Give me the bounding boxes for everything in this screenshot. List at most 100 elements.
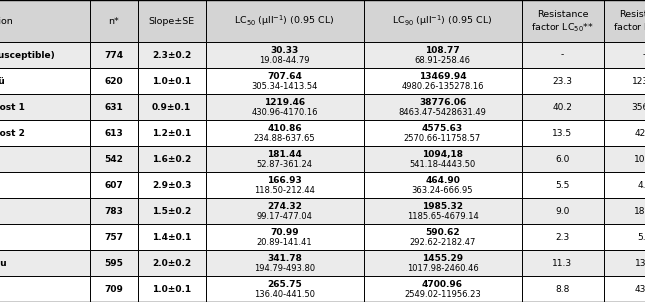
Bar: [522, 146, 604, 172]
Text: 595: 595: [104, 259, 123, 268]
Text: 274.32: 274.32: [267, 202, 302, 211]
Text: 1455.29: 1455.29: [422, 254, 463, 263]
Text: 613: 613: [104, 128, 123, 137]
Text: 356.5: 356.5: [631, 102, 645, 111]
Bar: [364, 172, 522, 198]
Text: Population: Population: [0, 17, 14, 25]
Bar: [206, 94, 364, 120]
Bar: [364, 68, 522, 94]
Text: LC$_{50}$ (μll$^{-1}$) (0.95 CL): LC$_{50}$ (μll$^{-1}$) (0.95 CL): [234, 14, 335, 28]
Text: 123.8: 123.8: [631, 76, 645, 85]
Bar: [522, 250, 604, 276]
Text: 707.64: 707.64: [267, 72, 302, 81]
Text: 4.3: 4.3: [637, 181, 645, 189]
Text: 70.99: 70.99: [270, 228, 299, 237]
Text: 1185.65-4679.14: 1185.65-4679.14: [406, 212, 479, 221]
Text: factor LC$_{50}$**: factor LC$_{50}$**: [531, 21, 594, 34]
Bar: [522, 172, 604, 198]
Text: 590.62: 590.62: [425, 228, 460, 237]
Text: 8463.47-5428631.49: 8463.47-5428631.49: [399, 108, 486, 117]
Bar: [137, 120, 206, 146]
Text: 52.87-361.24: 52.87-361.24: [257, 160, 312, 169]
Text: 43.2: 43.2: [635, 284, 645, 294]
Bar: [604, 120, 645, 146]
Bar: [206, 224, 364, 250]
Text: 40.2: 40.2: [553, 102, 573, 111]
Text: 2549.02-11956.23: 2549.02-11956.23: [404, 290, 481, 299]
Text: 464.90: 464.90: [425, 176, 460, 185]
Text: 410.86: 410.86: [267, 124, 302, 133]
Text: Gelendost 2: Gelendost 2: [0, 128, 25, 137]
Bar: [604, 68, 645, 94]
Text: 108.77: 108.77: [425, 46, 460, 55]
Text: 38776.06: 38776.06: [419, 98, 466, 107]
Bar: [0, 172, 90, 198]
Text: 1.0±0.1: 1.0±0.1: [152, 284, 191, 294]
Text: 10.1: 10.1: [635, 155, 645, 163]
Text: 4700.96: 4700.96: [422, 280, 463, 289]
Text: 194.79-493.80: 194.79-493.80: [254, 264, 315, 273]
Bar: [90, 276, 137, 302]
Text: 5.4: 5.4: [637, 233, 645, 242]
Bar: [90, 172, 137, 198]
Text: 4980.26-135278.16: 4980.26-135278.16: [401, 82, 484, 91]
Bar: [206, 42, 364, 68]
Bar: [364, 250, 522, 276]
Text: 620: 620: [104, 76, 123, 85]
Text: 18.3: 18.3: [635, 207, 645, 216]
Text: Resistance: Resistance: [537, 10, 588, 19]
Bar: [0, 42, 90, 68]
Text: 1.4±0.1: 1.4±0.1: [152, 233, 191, 242]
Bar: [137, 42, 206, 68]
Text: 11.3: 11.3: [552, 259, 573, 268]
Bar: [0, 224, 90, 250]
Text: 1.2±0.1: 1.2±0.1: [152, 128, 191, 137]
Text: Gelendost 1: Gelendost 1: [0, 102, 25, 111]
Bar: [0, 276, 90, 302]
Bar: [364, 94, 522, 120]
Text: 0.9±0.1: 0.9±0.1: [152, 102, 191, 111]
Bar: [364, 276, 522, 302]
Bar: [522, 68, 604, 94]
Bar: [137, 198, 206, 224]
Text: Uluborlu: Uluborlu: [0, 259, 7, 268]
Text: 4575.63: 4575.63: [422, 124, 463, 133]
Bar: [522, 224, 604, 250]
Text: 234.88-637.65: 234.88-637.65: [253, 134, 315, 143]
Bar: [206, 250, 364, 276]
Bar: [604, 198, 645, 224]
Bar: [90, 224, 137, 250]
Bar: [0, 250, 90, 276]
Bar: [206, 276, 364, 302]
Text: 68.91-258.46: 68.91-258.46: [415, 56, 470, 65]
Bar: [206, 146, 364, 172]
Text: 118.50-212.44: 118.50-212.44: [254, 186, 315, 195]
Text: 19.08-44.79: 19.08-44.79: [259, 56, 310, 65]
Bar: [137, 172, 206, 198]
Text: 2.3: 2.3: [555, 233, 570, 242]
Bar: [604, 94, 645, 120]
Text: factor LC$_{90}$**: factor LC$_{90}$**: [613, 21, 645, 34]
Text: 136.40-441.50: 136.40-441.50: [254, 290, 315, 299]
Text: 2.9±0.3: 2.9±0.3: [152, 181, 191, 189]
Text: 305.34-1413.54: 305.34-1413.54: [252, 82, 318, 91]
Text: 1094,18: 1094,18: [422, 150, 463, 159]
Bar: [137, 224, 206, 250]
Text: Slope±SE: Slope±SE: [148, 17, 195, 25]
Bar: [0, 146, 90, 172]
Bar: [522, 94, 604, 120]
Text: 1219.46: 1219.46: [264, 98, 305, 107]
Text: 774: 774: [104, 50, 123, 59]
Text: 9.0: 9.0: [555, 207, 570, 216]
Bar: [604, 146, 645, 172]
Bar: [604, 0, 645, 42]
Bar: [206, 198, 364, 224]
Bar: [522, 120, 604, 146]
Bar: [604, 250, 645, 276]
Text: LC$_{90}$ (μll$^{-1}$) (0.95 CL): LC$_{90}$ (μll$^{-1}$) (0.95 CL): [392, 14, 493, 28]
Bar: [364, 224, 522, 250]
Bar: [364, 146, 522, 172]
Bar: [90, 120, 137, 146]
Text: -: -: [643, 50, 645, 59]
Text: 292.62-2182.47: 292.62-2182.47: [410, 238, 476, 247]
